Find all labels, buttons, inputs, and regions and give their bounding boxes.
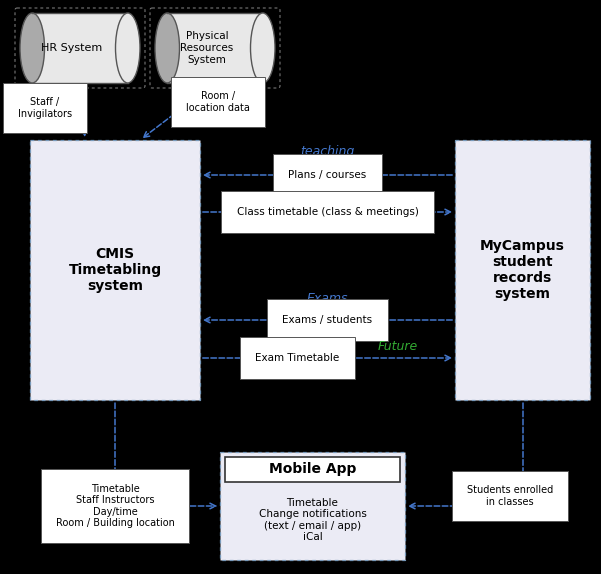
Text: HR System: HR System (41, 43, 103, 53)
Text: Exams: Exams (307, 292, 348, 304)
FancyBboxPatch shape (30, 140, 200, 400)
Text: Exam Timetable: Exam Timetable (255, 353, 340, 363)
FancyBboxPatch shape (225, 457, 400, 482)
Text: Class timetable (class & meetings): Class timetable (class & meetings) (237, 207, 418, 217)
Text: teaching: teaching (300, 145, 355, 158)
Text: Physical
Resources
System: Physical Resources System (180, 32, 234, 65)
Text: Timetable
Change notifications
(text / email / app)
iCal: Timetable Change notifications (text / e… (258, 498, 367, 542)
Bar (32, 13, 128, 83)
Text: Plans / courses: Plans / courses (288, 170, 367, 180)
Text: Mobile App: Mobile App (269, 462, 356, 476)
Text: Timetable
Staff Instructors
Day/time
Room / Building location: Timetable Staff Instructors Day/time Roo… (55, 484, 174, 529)
FancyBboxPatch shape (220, 452, 405, 560)
Text: Exams / students: Exams / students (282, 315, 373, 325)
Text: CMIS
Timetabling
system: CMIS Timetabling system (69, 247, 162, 293)
Text: MyCampus
student
records
system: MyCampus student records system (480, 239, 565, 301)
Text: Staff /
Invigilators: Staff / Invigilators (18, 97, 72, 119)
Text: Future: Future (377, 339, 418, 352)
Ellipse shape (155, 13, 180, 83)
Ellipse shape (251, 13, 275, 83)
Text: Room /
location data: Room / location data (186, 91, 250, 113)
Text: Students enrolled
in classes: Students enrolled in classes (467, 485, 553, 507)
Ellipse shape (115, 13, 140, 83)
FancyBboxPatch shape (455, 140, 590, 400)
Bar (167, 13, 263, 83)
Ellipse shape (20, 13, 44, 83)
